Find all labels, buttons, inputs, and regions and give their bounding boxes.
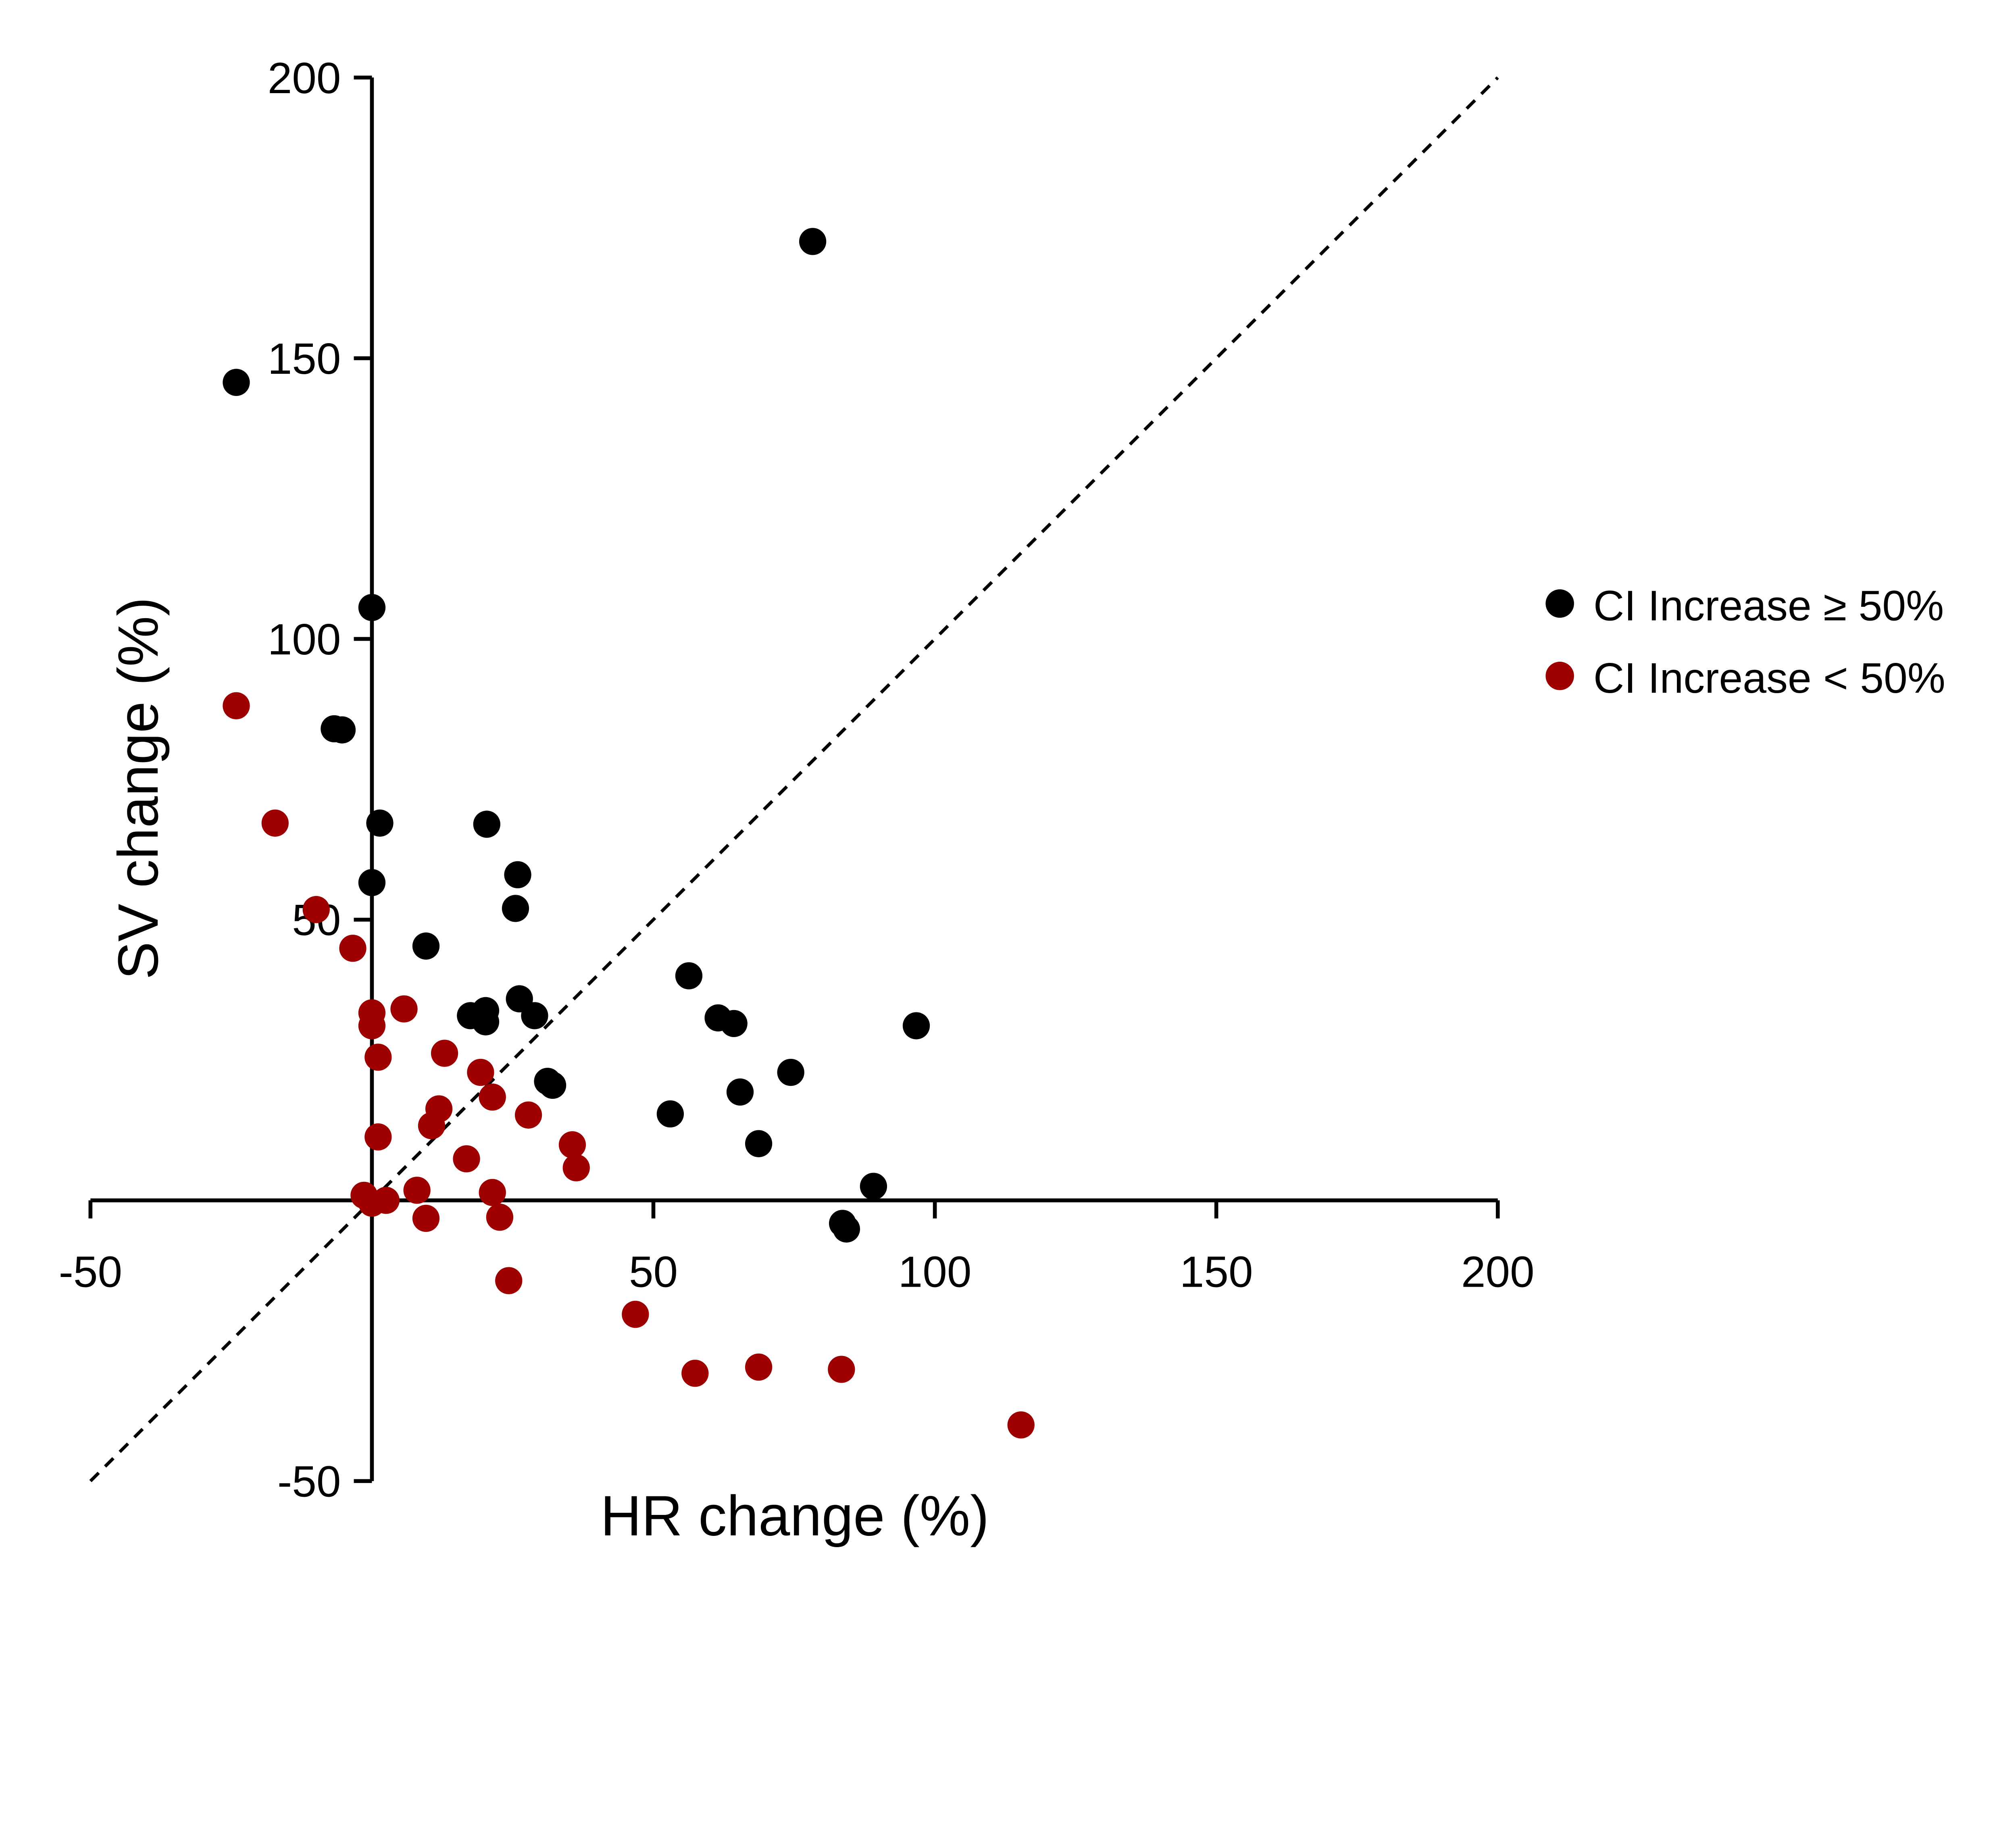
legend-label-series-0: CI Increase ≥ 50%	[1593, 582, 1944, 629]
data-point	[777, 1058, 804, 1086]
reference-line-group	[89, 76, 1499, 1482]
data-point	[412, 1204, 440, 1232]
data-point	[799, 228, 827, 255]
data-point	[745, 1353, 773, 1381]
axes	[88, 75, 1500, 1483]
identity-reference-line	[89, 76, 1499, 1482]
data-point	[261, 809, 289, 837]
data-point	[418, 1112, 446, 1140]
data-point	[472, 1008, 500, 1035]
data-point	[328, 716, 356, 744]
data-point	[860, 1173, 887, 1200]
data-points	[223, 228, 1035, 1439]
data-point	[339, 935, 367, 962]
y-axis-label: SV change (%)	[106, 597, 170, 979]
data-point	[720, 1010, 748, 1037]
data-point	[622, 1300, 649, 1328]
data-point	[828, 1356, 855, 1383]
data-point	[504, 861, 531, 889]
data-point	[479, 1179, 506, 1206]
y-tick-label: 200	[268, 54, 341, 103]
data-point	[366, 809, 394, 837]
data-point	[558, 1131, 586, 1158]
data-point	[453, 1145, 480, 1173]
y-tick-label: -50	[277, 1457, 341, 1506]
x-tick-label: 50	[629, 1248, 678, 1297]
data-point	[431, 1040, 458, 1067]
data-point	[223, 369, 250, 396]
data-point	[473, 810, 500, 838]
data-point	[1007, 1411, 1035, 1439]
data-point	[681, 1360, 709, 1387]
data-point	[745, 1130, 773, 1157]
legend-label-series-1: CI Increase < 50%	[1593, 654, 1945, 702]
x-tick-label: 200	[1461, 1248, 1535, 1297]
data-point	[302, 896, 330, 923]
y-tick-label: 150	[268, 334, 341, 383]
data-point	[403, 1177, 431, 1204]
data-point	[726, 1078, 754, 1106]
x-axis-label: HR change (%)	[600, 1484, 989, 1548]
data-point	[412, 932, 440, 960]
data-point	[562, 1154, 590, 1181]
data-point	[223, 692, 250, 719]
data-point	[358, 594, 386, 621]
legend-marker-series-0	[1545, 589, 1574, 618]
x-tick-label: 100	[898, 1248, 972, 1297]
data-point	[364, 1044, 392, 1071]
data-point	[502, 895, 529, 922]
legend: CI Increase ≥ 50% CI Increase < 50%	[1545, 582, 1945, 702]
data-point	[486, 1204, 514, 1231]
data-point	[467, 1058, 494, 1086]
data-point	[358, 869, 386, 896]
legend-marker-series-1	[1545, 662, 1574, 690]
series-1	[223, 692, 1035, 1439]
data-point	[902, 1012, 930, 1040]
data-point	[521, 1002, 548, 1029]
data-point	[675, 962, 703, 990]
data-point	[833, 1215, 860, 1243]
y-tick-label: 100	[268, 615, 341, 664]
series-0	[223, 228, 930, 1243]
data-point	[656, 1100, 684, 1128]
data-point	[358, 1012, 386, 1040]
data-point	[390, 995, 418, 1023]
data-point	[514, 1101, 542, 1129]
data-point	[479, 1083, 506, 1111]
data-point	[364, 1123, 392, 1151]
x-tick-label: 150	[1180, 1248, 1253, 1297]
data-point	[372, 1187, 400, 1214]
data-point	[495, 1267, 523, 1294]
x-tick-label: -50	[59, 1248, 123, 1297]
data-point	[539, 1071, 566, 1099]
